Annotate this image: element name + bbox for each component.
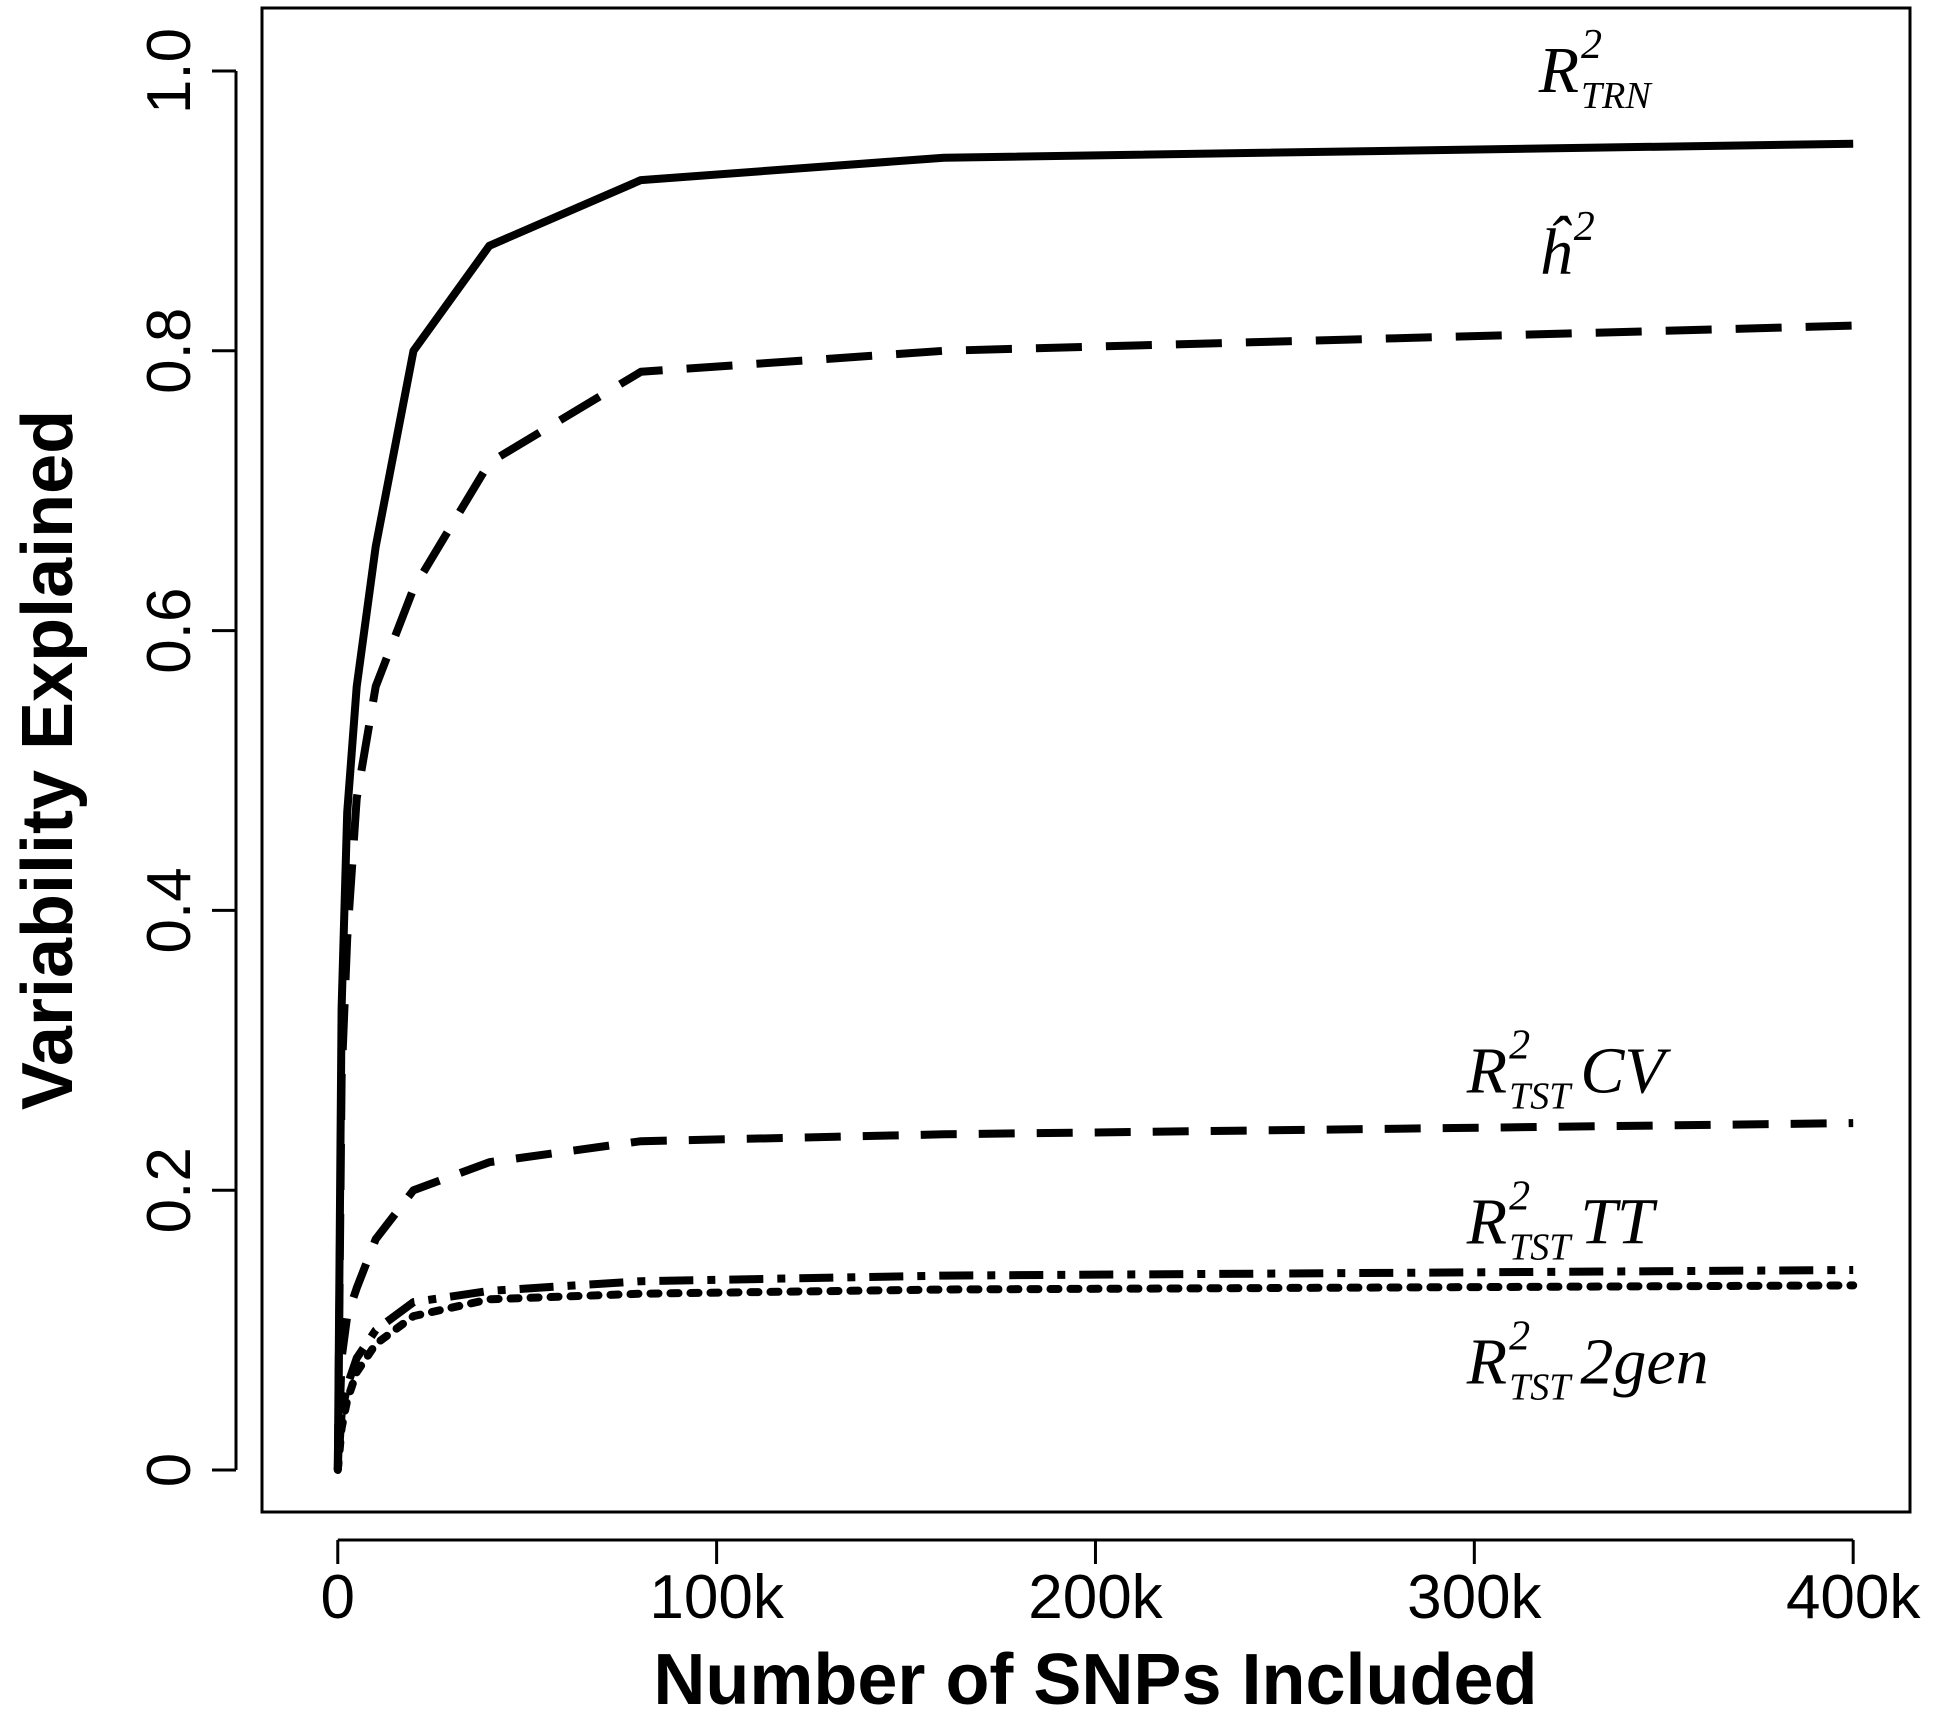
series-label-r2-tst-tt: R 2 TST TT xyxy=(1466,1173,1658,1268)
x-axis-title: Number of SNPs Included xyxy=(653,1640,1537,1720)
series-line-r2-trn xyxy=(333,139,1854,1471)
series-label-main: ĥ xyxy=(1539,216,1573,289)
series-label-sup: 2 xyxy=(1509,1022,1530,1068)
series-line-h2-hat xyxy=(333,321,1854,1471)
x-tick-label: 0 xyxy=(321,1563,355,1632)
x-axis: 0 100k 200k 300k 400k xyxy=(321,1538,1921,1632)
series-label-sub: TST xyxy=(1509,1075,1573,1117)
series-label-sub: TST xyxy=(1509,1366,1573,1408)
y-tick-label: 0 xyxy=(135,1453,204,1487)
series-label-sup: 2 xyxy=(1509,1313,1530,1359)
series-label-suffix: TT xyxy=(1580,1185,1658,1258)
series-label-r2-trn: R 2 TRN xyxy=(1538,22,1654,117)
series-label-sub: TST xyxy=(1509,1226,1573,1268)
series-label-suffix: 2gen xyxy=(1580,1325,1708,1398)
plot-frame xyxy=(260,6,1912,1514)
series-label-sup: 2 xyxy=(1509,1173,1530,1219)
y-tick-label: 1.0 xyxy=(135,28,204,114)
series-label-r2-tst-cv: R 2 TST CV xyxy=(1466,1022,1672,1117)
series-label-r2-tst-2gen: R 2 TST 2gen xyxy=(1466,1313,1709,1408)
y-tick-label: 0.4 xyxy=(135,867,204,953)
x-tick-label: 300k xyxy=(1407,1563,1542,1632)
series-label-main: R xyxy=(1466,1034,1507,1107)
series-label-main: R xyxy=(1466,1325,1507,1398)
y-tick-label: 0.8 xyxy=(135,308,204,394)
x-tick-label: 100k xyxy=(649,1563,784,1632)
series-label-sup: 2 xyxy=(1574,204,1595,250)
x-tick-label: 400k xyxy=(1786,1563,1921,1632)
y-axis-title: Variability Explained xyxy=(8,410,88,1110)
series-label-suffix: CV xyxy=(1580,1034,1671,1107)
series-label-sub: TRN xyxy=(1581,75,1653,117)
series-lines xyxy=(333,139,1858,1474)
x-tick-label: 200k xyxy=(1028,1563,1163,1632)
y-tick-label: 0.2 xyxy=(135,1147,204,1233)
series-line-r2-tst-cv xyxy=(333,1119,1854,1471)
y-axis: 0 0.2 0.4 0.6 0.8 1.0 xyxy=(135,28,238,1487)
series-label-sup: 2 xyxy=(1581,22,1602,68)
series-label-main: R xyxy=(1466,1185,1507,1258)
y-tick-label: 0.6 xyxy=(135,587,204,673)
series-label-main: R xyxy=(1538,34,1579,107)
series-line-r2-tst-2gen xyxy=(333,1281,1858,1474)
